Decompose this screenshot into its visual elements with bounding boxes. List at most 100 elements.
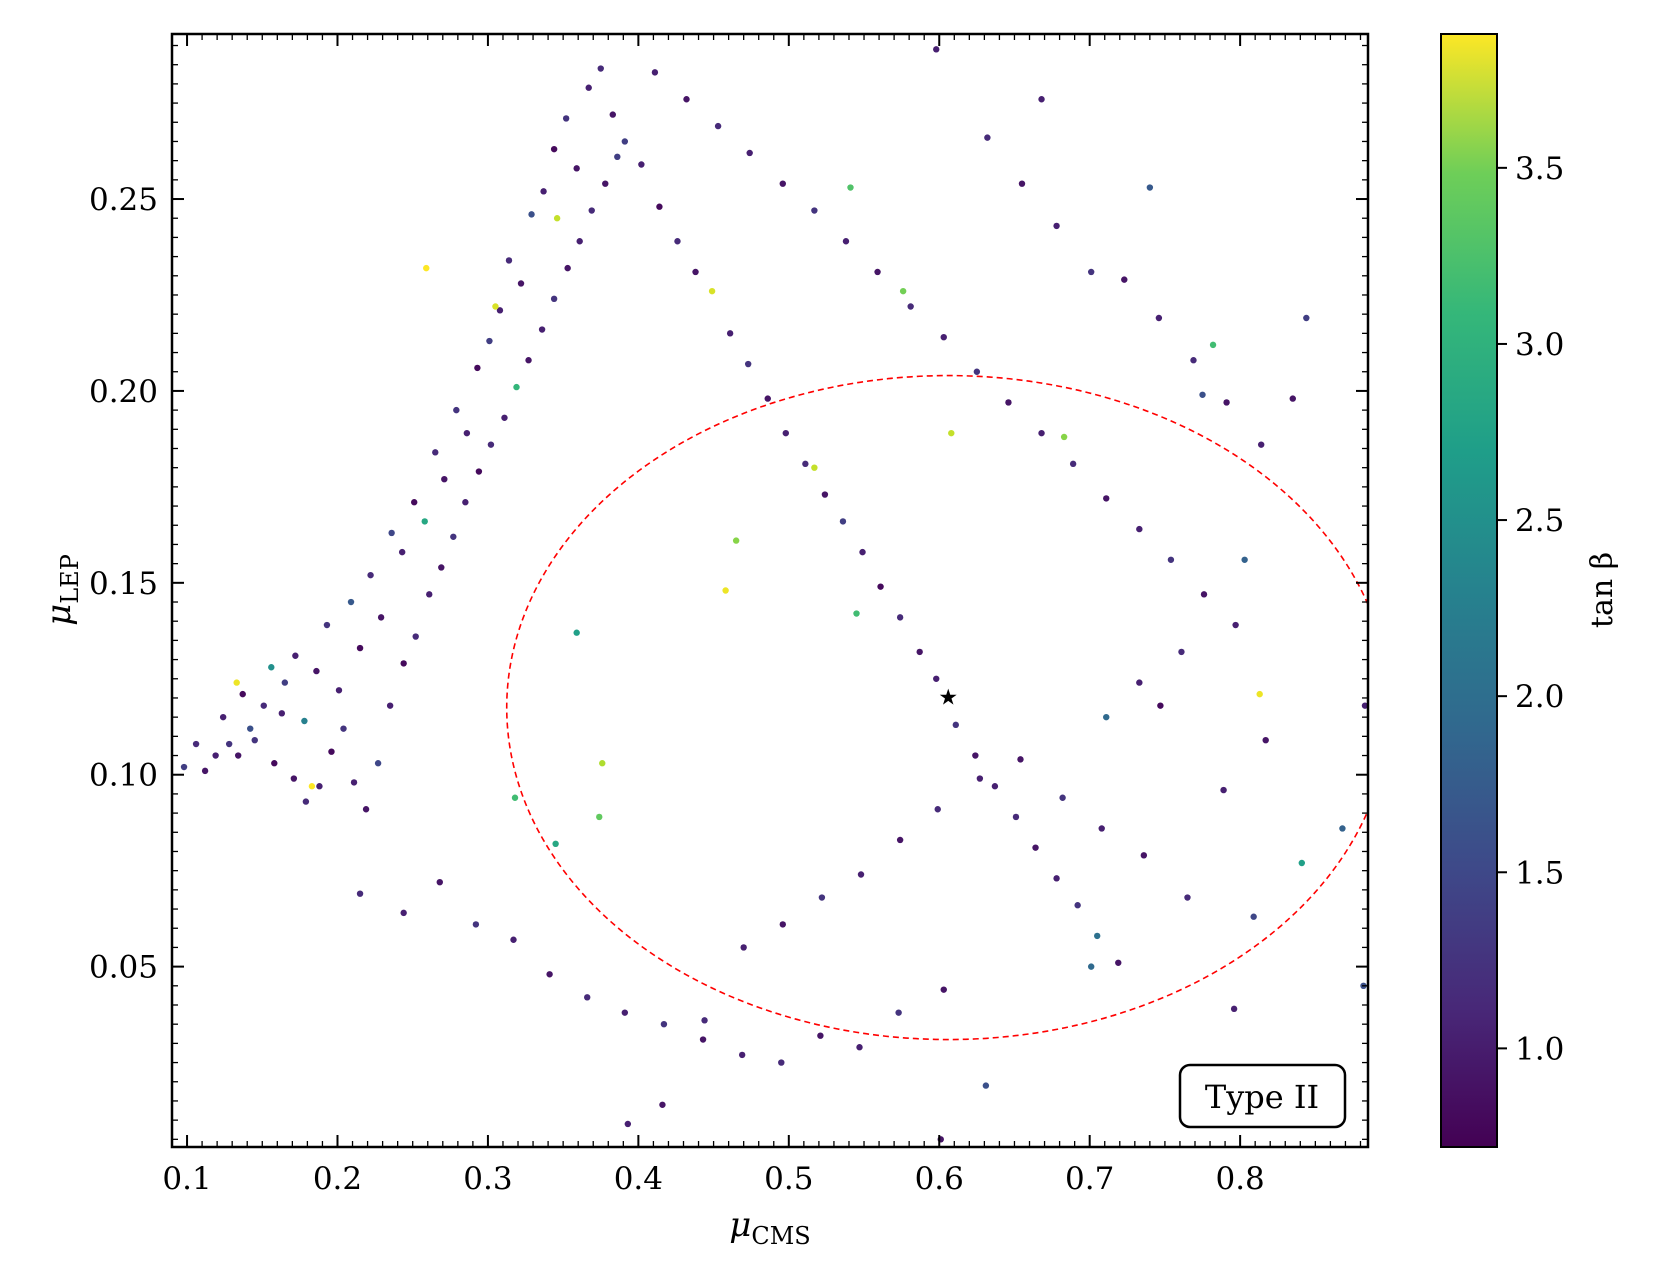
scatter-point bbox=[234, 752, 242, 759]
scatter-point bbox=[398, 548, 406, 556]
scatter-point bbox=[899, 287, 907, 295]
scatter-point bbox=[400, 660, 407, 667]
scatter-point bbox=[538, 326, 546, 333]
scatter-point bbox=[1289, 395, 1296, 402]
scatter-point bbox=[550, 295, 558, 303]
scatter-point bbox=[1257, 441, 1265, 448]
scatter-point bbox=[722, 587, 729, 594]
scatter-point bbox=[528, 211, 535, 218]
scatter-point bbox=[1178, 648, 1185, 656]
scatter-point bbox=[708, 287, 716, 295]
scatter-point bbox=[356, 890, 364, 897]
scatter-point bbox=[991, 783, 999, 790]
scatter-point bbox=[492, 303, 499, 310]
scatter-point bbox=[1339, 825, 1346, 832]
scatter-point bbox=[614, 153, 621, 161]
scatter-point bbox=[596, 813, 603, 821]
scatter-point bbox=[817, 1032, 824, 1039]
scatter-point bbox=[475, 468, 483, 475]
scatter-point bbox=[659, 1101, 666, 1108]
scatter-point bbox=[441, 476, 448, 483]
scatter-point bbox=[278, 710, 286, 717]
scatter-point bbox=[726, 330, 734, 337]
scatter-point bbox=[362, 806, 370, 813]
scatter-point bbox=[540, 188, 547, 195]
scatter-point bbox=[576, 238, 583, 245]
scatter-point bbox=[487, 441, 495, 448]
scatter-point bbox=[323, 621, 331, 629]
scatter-point bbox=[281, 679, 289, 686]
scatter-point bbox=[976, 775, 984, 782]
scatter-point bbox=[732, 537, 740, 544]
scatter-point bbox=[1230, 1005, 1238, 1013]
scatter-point bbox=[1005, 399, 1012, 406]
scatter-point bbox=[212, 752, 219, 759]
scatter-point bbox=[746, 149, 753, 157]
annotation-box: Type II bbox=[1178, 1063, 1347, 1129]
colorbar-tick-label: 3.5 bbox=[1515, 151, 1564, 187]
scatter-point bbox=[802, 460, 809, 468]
scatter-point bbox=[201, 767, 209, 775]
scatter-point bbox=[656, 203, 663, 210]
scatter-point bbox=[1157, 702, 1164, 709]
colorbar-tick-label: 2.5 bbox=[1515, 503, 1564, 539]
scatter-point bbox=[1115, 959, 1122, 966]
scatter-point bbox=[1361, 702, 1368, 709]
x-axis-label: μCMS bbox=[729, 1205, 811, 1250]
scatter-point bbox=[1032, 844, 1039, 851]
scatter-point bbox=[513, 383, 520, 391]
scatter-point bbox=[247, 725, 254, 732]
scatter-point bbox=[411, 499, 418, 506]
scatter-point bbox=[1121, 276, 1128, 283]
scatter-point bbox=[740, 944, 747, 951]
scatter-point bbox=[779, 921, 786, 928]
scatter-point bbox=[714, 122, 722, 130]
y-tick-label: 0.10 bbox=[89, 758, 158, 794]
x-tick-label: 0.3 bbox=[463, 1161, 512, 1197]
scatter-point bbox=[1136, 525, 1143, 533]
scatter-point bbox=[356, 644, 364, 652]
scatter-point bbox=[432, 449, 439, 456]
scatter-point bbox=[638, 161, 645, 168]
scatter-point bbox=[546, 971, 553, 978]
scatter-point bbox=[313, 667, 320, 675]
scatter-point bbox=[271, 760, 278, 767]
colorbar-tick-label: 2.0 bbox=[1515, 679, 1564, 715]
scatter-point bbox=[948, 429, 955, 437]
scatter-point bbox=[302, 798, 310, 805]
scatter-point bbox=[1059, 794, 1066, 801]
x-tick-label: 0.7 bbox=[1065, 1161, 1114, 1197]
scatter-point bbox=[1012, 813, 1020, 821]
scatter-point bbox=[1053, 875, 1060, 882]
scatter-point bbox=[857, 871, 865, 878]
scatter-point bbox=[350, 779, 358, 786]
scatter-point bbox=[984, 134, 991, 141]
scatter-point bbox=[426, 591, 433, 598]
scatter-point bbox=[474, 364, 481, 372]
scatter-point bbox=[219, 713, 227, 721]
x-tick-label: 0.4 bbox=[614, 1161, 663, 1197]
scatter-point bbox=[1017, 756, 1024, 763]
scatter-point bbox=[764, 395, 771, 402]
best-fit-star-marker: ★ bbox=[938, 685, 958, 710]
scatter-point bbox=[934, 806, 941, 813]
scatter-point bbox=[821, 491, 829, 498]
scatter-point bbox=[779, 180, 786, 187]
scatter-point bbox=[511, 794, 519, 801]
y-tick-label: 0.25 bbox=[89, 182, 158, 218]
scatter-point bbox=[510, 936, 517, 943]
scatter-point bbox=[1303, 314, 1310, 322]
x-tick-label: 0.8 bbox=[1215, 1161, 1264, 1197]
scatter-point bbox=[982, 1082, 990, 1089]
colorbar-tick-label: 3.0 bbox=[1515, 327, 1564, 363]
scatter-point bbox=[472, 921, 480, 928]
scatter-point bbox=[1232, 621, 1239, 629]
scatter-point bbox=[335, 687, 343, 694]
scatter-point bbox=[1074, 902, 1081, 909]
colorbar-tick-label: 1.5 bbox=[1515, 855, 1564, 891]
scatter-point bbox=[1087, 963, 1095, 970]
scatter-point bbox=[1038, 96, 1045, 103]
x-tick-label: 0.1 bbox=[162, 1161, 211, 1197]
scatter-point bbox=[973, 368, 981, 375]
